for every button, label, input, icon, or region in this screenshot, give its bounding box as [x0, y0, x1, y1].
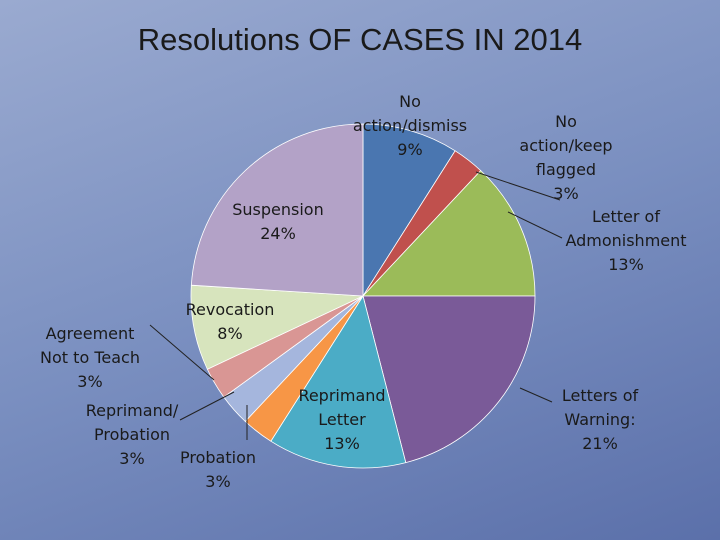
category-label: Letter of Admonishment [565, 207, 687, 250]
category-label: No action/dismiss [352, 92, 468, 135]
leader-line [149, 324, 215, 381]
category-label: Suspension [232, 200, 324, 219]
value-label: 9% [397, 140, 423, 159]
pie-slice [362, 123, 456, 298]
category-label: Probation [180, 448, 256, 467]
slice-label: No action/dismiss 9% [345, 90, 475, 162]
category-label: Agreement Not to Teach [40, 324, 140, 367]
leader-lines [149, 171, 563, 440]
leader-line [179, 391, 235, 421]
category-label: Revocation [185, 300, 275, 319]
category-label: Reprimand/ Probation [85, 401, 179, 444]
category-label: Reprimand Letter [298, 386, 386, 429]
leader-line [519, 387, 553, 403]
slice-label: Letters of Warning: 21% [550, 384, 650, 456]
slice-label: Revocation 8% [175, 298, 285, 346]
slice-label: Reprimand/ Probation 3% [77, 399, 187, 471]
category-label: No action/keep flagged [519, 112, 613, 179]
category-label: Letters of Warning: [561, 386, 639, 429]
pie-slice [270, 295, 407, 469]
leader-line [475, 171, 561, 201]
value-label: 21% [582, 434, 618, 453]
pie [190, 123, 536, 469]
value-label: 3% [205, 472, 231, 491]
slice-label: Suspension 24% [223, 198, 333, 246]
value-label: 3% [553, 184, 579, 203]
slice-label: Letter of Admonishment 13% [556, 205, 696, 277]
pie-slice [362, 170, 536, 297]
chart-title: Resolutions OF CASES IN 2014 [137, 22, 583, 57]
value-label: 13% [608, 255, 644, 274]
leader-line [507, 211, 563, 239]
value-label: 3% [119, 449, 145, 468]
slice-label: No action/keep flagged 3% [511, 110, 621, 206]
value-label: 24% [260, 224, 296, 243]
value-label: 13% [324, 434, 360, 453]
value-label: 3% [77, 372, 103, 391]
pie-slice [190, 123, 364, 297]
slice-label: Agreement Not to Teach 3% [35, 322, 145, 394]
pie-slice [362, 295, 536, 464]
slice-label: Probation 3% [168, 446, 268, 494]
slice-label: Reprimand Letter 13% [292, 384, 392, 456]
value-label: 8% [217, 324, 243, 343]
